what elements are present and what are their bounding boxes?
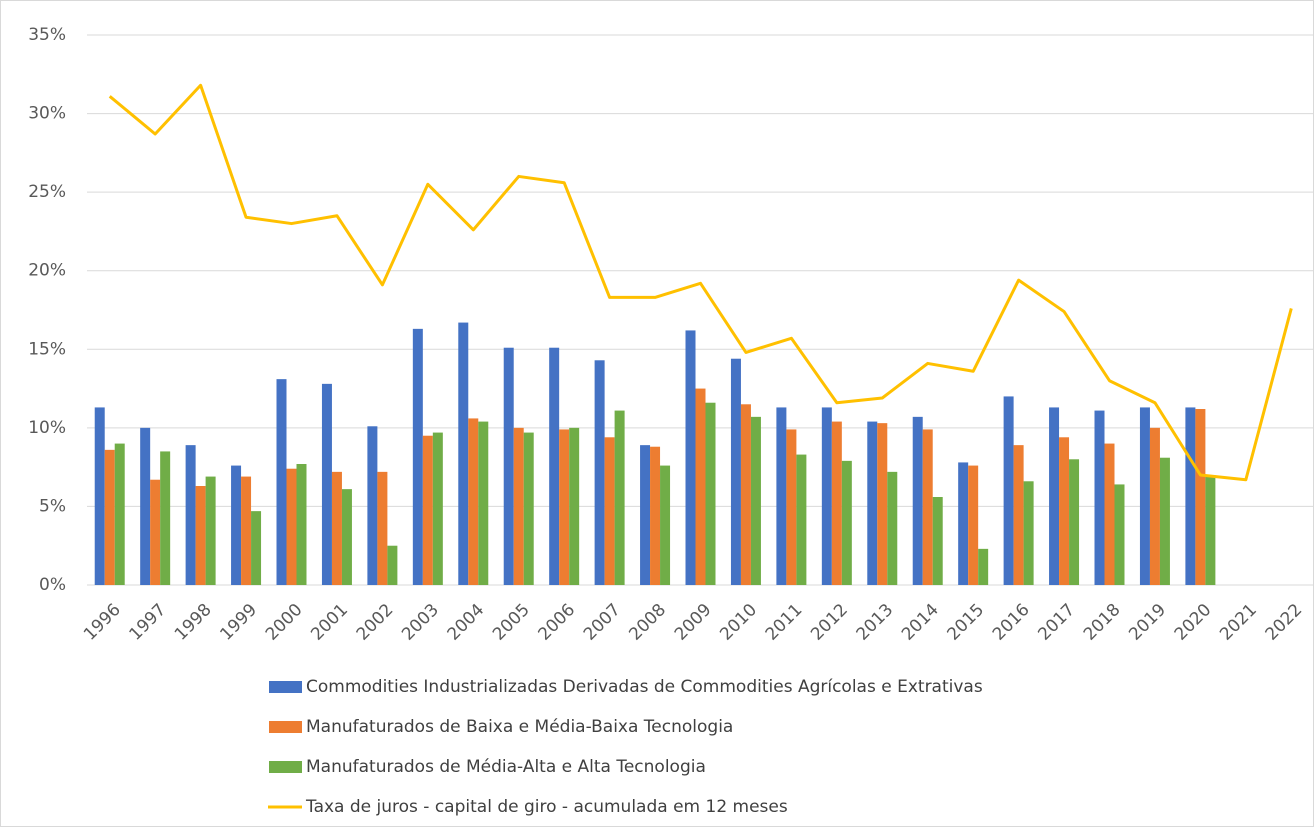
bar bbox=[776, 407, 787, 585]
bar bbox=[377, 471, 388, 585]
bar bbox=[1003, 396, 1014, 585]
line bbox=[108, 83, 1293, 482]
bar bbox=[650, 446, 661, 585]
bar bbox=[695, 388, 706, 585]
bar bbox=[922, 429, 933, 585]
bar bbox=[523, 432, 534, 585]
bar bbox=[1185, 407, 1196, 585]
bar bbox=[104, 449, 115, 585]
y-tick-label: 30% bbox=[28, 104, 66, 124]
y-tick-label: 5% bbox=[39, 496, 66, 516]
bar bbox=[205, 476, 216, 585]
bar bbox=[796, 454, 807, 585]
bar bbox=[559, 429, 570, 585]
bar bbox=[912, 416, 923, 585]
bar bbox=[251, 511, 262, 585]
bar bbox=[740, 404, 751, 585]
bar bbox=[958, 462, 969, 585]
legend-label: Taxa de juros - capital de giro - acumul… bbox=[305, 797, 788, 817]
bar bbox=[367, 426, 378, 585]
bar bbox=[150, 479, 161, 585]
bar bbox=[730, 358, 741, 585]
bar bbox=[387, 545, 398, 585]
bar bbox=[821, 407, 832, 585]
bar bbox=[640, 445, 651, 585]
bar bbox=[231, 465, 242, 585]
legend-label: Commodities Industrializadas Derivadas d… bbox=[306, 677, 983, 697]
bar bbox=[660, 465, 671, 585]
bar bbox=[705, 402, 716, 585]
legend-label: Manufaturados de Média-Alta e Alta Tecno… bbox=[306, 757, 706, 777]
bar bbox=[1205, 475, 1216, 585]
bar bbox=[286, 468, 297, 585]
bar bbox=[1059, 437, 1070, 585]
bar bbox=[94, 407, 105, 585]
bar bbox=[1195, 409, 1206, 585]
bar bbox=[160, 451, 171, 585]
bar bbox=[549, 347, 560, 585]
bar bbox=[1023, 481, 1034, 585]
bar bbox=[422, 435, 433, 585]
bar bbox=[432, 432, 443, 585]
bar bbox=[841, 460, 852, 585]
bar bbox=[867, 421, 878, 585]
bar bbox=[1159, 457, 1170, 585]
bar bbox=[468, 418, 479, 585]
y-tick-label: 10% bbox=[28, 418, 66, 438]
legend-swatch bbox=[269, 681, 302, 693]
bar bbox=[478, 421, 489, 585]
bar bbox=[513, 427, 524, 585]
bar bbox=[978, 548, 989, 585]
bar bbox=[1049, 407, 1060, 585]
bar bbox=[968, 465, 979, 585]
bar bbox=[569, 427, 580, 585]
bar bbox=[241, 476, 252, 585]
bar bbox=[1094, 410, 1105, 585]
bar bbox=[831, 421, 842, 585]
bar bbox=[185, 445, 196, 585]
legend: Commodities Industrializadas Derivadas d… bbox=[268, 677, 983, 817]
legend-swatch bbox=[269, 761, 302, 773]
y-tick-label: 20% bbox=[28, 261, 66, 281]
bar bbox=[932, 497, 943, 585]
legend-label: Manufaturados de Baixa e Média-Baixa Tec… bbox=[306, 717, 733, 737]
bar bbox=[195, 486, 206, 585]
bar bbox=[1114, 484, 1125, 585]
bar bbox=[296, 464, 307, 585]
bar bbox=[458, 322, 469, 585]
bar bbox=[877, 423, 888, 585]
bar bbox=[1149, 427, 1160, 585]
bar bbox=[140, 427, 151, 585]
bar bbox=[114, 443, 125, 585]
y-tick-label: 25% bbox=[28, 182, 66, 202]
bar bbox=[594, 360, 605, 585]
bar bbox=[1013, 445, 1024, 585]
bar bbox=[604, 437, 615, 585]
bar bbox=[750, 416, 761, 585]
bar bbox=[685, 330, 696, 585]
y-tick-label: 15% bbox=[28, 339, 66, 359]
bar bbox=[276, 379, 287, 585]
legend-swatch bbox=[269, 721, 302, 733]
bar bbox=[412, 328, 423, 585]
bar bbox=[887, 471, 898, 585]
bar bbox=[1104, 443, 1115, 585]
bar bbox=[786, 429, 797, 585]
y-tick-label: 0% bbox=[39, 575, 66, 595]
bar bbox=[1069, 459, 1080, 585]
y-tick-label: 35% bbox=[28, 25, 66, 45]
bar bbox=[341, 489, 352, 585]
bar bbox=[1139, 407, 1150, 585]
bar bbox=[503, 347, 514, 585]
bar bbox=[321, 383, 332, 585]
bar bbox=[331, 471, 342, 585]
bar bbox=[614, 410, 625, 585]
